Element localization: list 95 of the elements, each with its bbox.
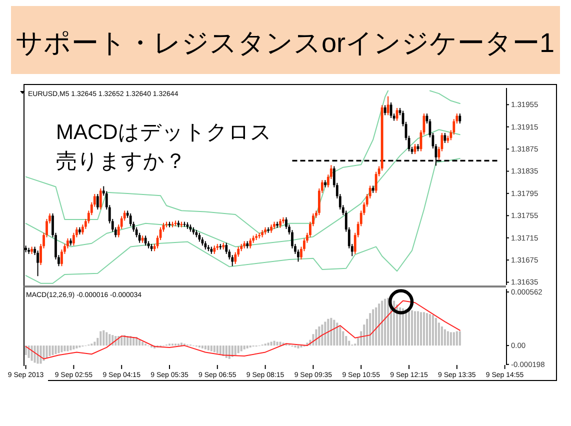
candlestick bbox=[36, 250, 39, 277]
bar bbox=[339, 326, 342, 346]
bar bbox=[48, 346, 51, 356]
bar bbox=[399, 307, 402, 346]
candlestick bbox=[384, 104, 386, 116]
bar bbox=[228, 346, 230, 359]
bar bbox=[66, 346, 69, 352]
bar bbox=[231, 346, 234, 357]
candlestick bbox=[458, 113, 462, 124]
bar bbox=[225, 346, 228, 358]
bar bbox=[426, 313, 428, 346]
bar bbox=[46, 346, 48, 358]
bar bbox=[210, 346, 212, 352]
bar bbox=[414, 311, 416, 346]
bar bbox=[444, 329, 446, 346]
bar bbox=[458, 331, 461, 346]
bar bbox=[324, 322, 326, 346]
line-series bbox=[25, 300, 460, 360]
bar bbox=[42, 346, 45, 361]
bar bbox=[369, 313, 372, 346]
bar bbox=[216, 346, 218, 354]
bar bbox=[318, 326, 320, 346]
bar bbox=[434, 318, 437, 346]
bar bbox=[180, 342, 182, 346]
bar bbox=[246, 346, 248, 348]
bar bbox=[240, 346, 242, 352]
candlestick bbox=[249, 238, 252, 249]
bar bbox=[375, 307, 378, 346]
bar bbox=[452, 332, 455, 346]
bar bbox=[315, 329, 318, 346]
bar bbox=[213, 346, 216, 352]
annotation: MACDはデットクロス bbox=[56, 121, 272, 144]
bar bbox=[64, 346, 66, 352]
bar bbox=[432, 315, 434, 346]
candlestick bbox=[99, 188, 102, 210]
candlestick bbox=[96, 193, 99, 210]
annotation: 売りますか？ bbox=[56, 150, 186, 173]
bar bbox=[456, 331, 458, 346]
bar bbox=[138, 340, 141, 346]
bar bbox=[237, 346, 240, 354]
bar bbox=[420, 312, 422, 346]
bar bbox=[327, 318, 330, 346]
bar bbox=[40, 346, 42, 364]
bar bbox=[378, 304, 380, 346]
bar bbox=[54, 346, 57, 354]
bar bbox=[267, 342, 270, 346]
bar bbox=[100, 331, 102, 346]
bar bbox=[381, 300, 384, 346]
bar bbox=[108, 334, 111, 346]
bar bbox=[106, 332, 108, 346]
bar bbox=[297, 346, 300, 348]
bar bbox=[222, 346, 224, 356]
bar bbox=[36, 346, 39, 364]
bar bbox=[204, 346, 206, 350]
bar bbox=[102, 330, 105, 346]
bar bbox=[273, 340, 276, 346]
bar bbox=[52, 346, 54, 356]
bar bbox=[60, 346, 63, 352]
bar bbox=[207, 346, 210, 350]
candlestick bbox=[444, 132, 446, 144]
bar bbox=[440, 326, 443, 346]
bar bbox=[384, 298, 386, 346]
bar bbox=[402, 308, 404, 346]
bar bbox=[58, 346, 60, 354]
bar bbox=[201, 346, 204, 348]
bar bbox=[422, 312, 425, 346]
bar bbox=[120, 336, 123, 346]
bar bbox=[234, 346, 236, 356]
bar bbox=[279, 342, 282, 346]
bar bbox=[70, 346, 72, 350]
bar bbox=[428, 314, 431, 346]
bar bbox=[34, 346, 36, 363]
bar bbox=[408, 310, 410, 346]
bar bbox=[336, 322, 338, 346]
bar bbox=[372, 309, 374, 346]
bar bbox=[416, 311, 419, 346]
bar bbox=[76, 346, 78, 348]
bar bbox=[405, 309, 408, 346]
bar bbox=[270, 342, 272, 346]
bar bbox=[276, 342, 278, 346]
bar bbox=[28, 346, 30, 358]
bar bbox=[243, 346, 246, 350]
bar bbox=[142, 342, 144, 346]
bar bbox=[94, 342, 96, 346]
bar bbox=[321, 324, 324, 346]
bar bbox=[446, 331, 449, 346]
bar bbox=[330, 318, 332, 346]
bar bbox=[410, 310, 413, 346]
bar bbox=[450, 332, 452, 346]
chart-title: サポート・レジスタンスorインジケーター1 bbox=[15, 28, 555, 58]
bar bbox=[124, 335, 126, 346]
bar bbox=[333, 320, 336, 346]
bar bbox=[387, 298, 390, 346]
bar bbox=[72, 346, 75, 350]
bar bbox=[219, 346, 222, 354]
